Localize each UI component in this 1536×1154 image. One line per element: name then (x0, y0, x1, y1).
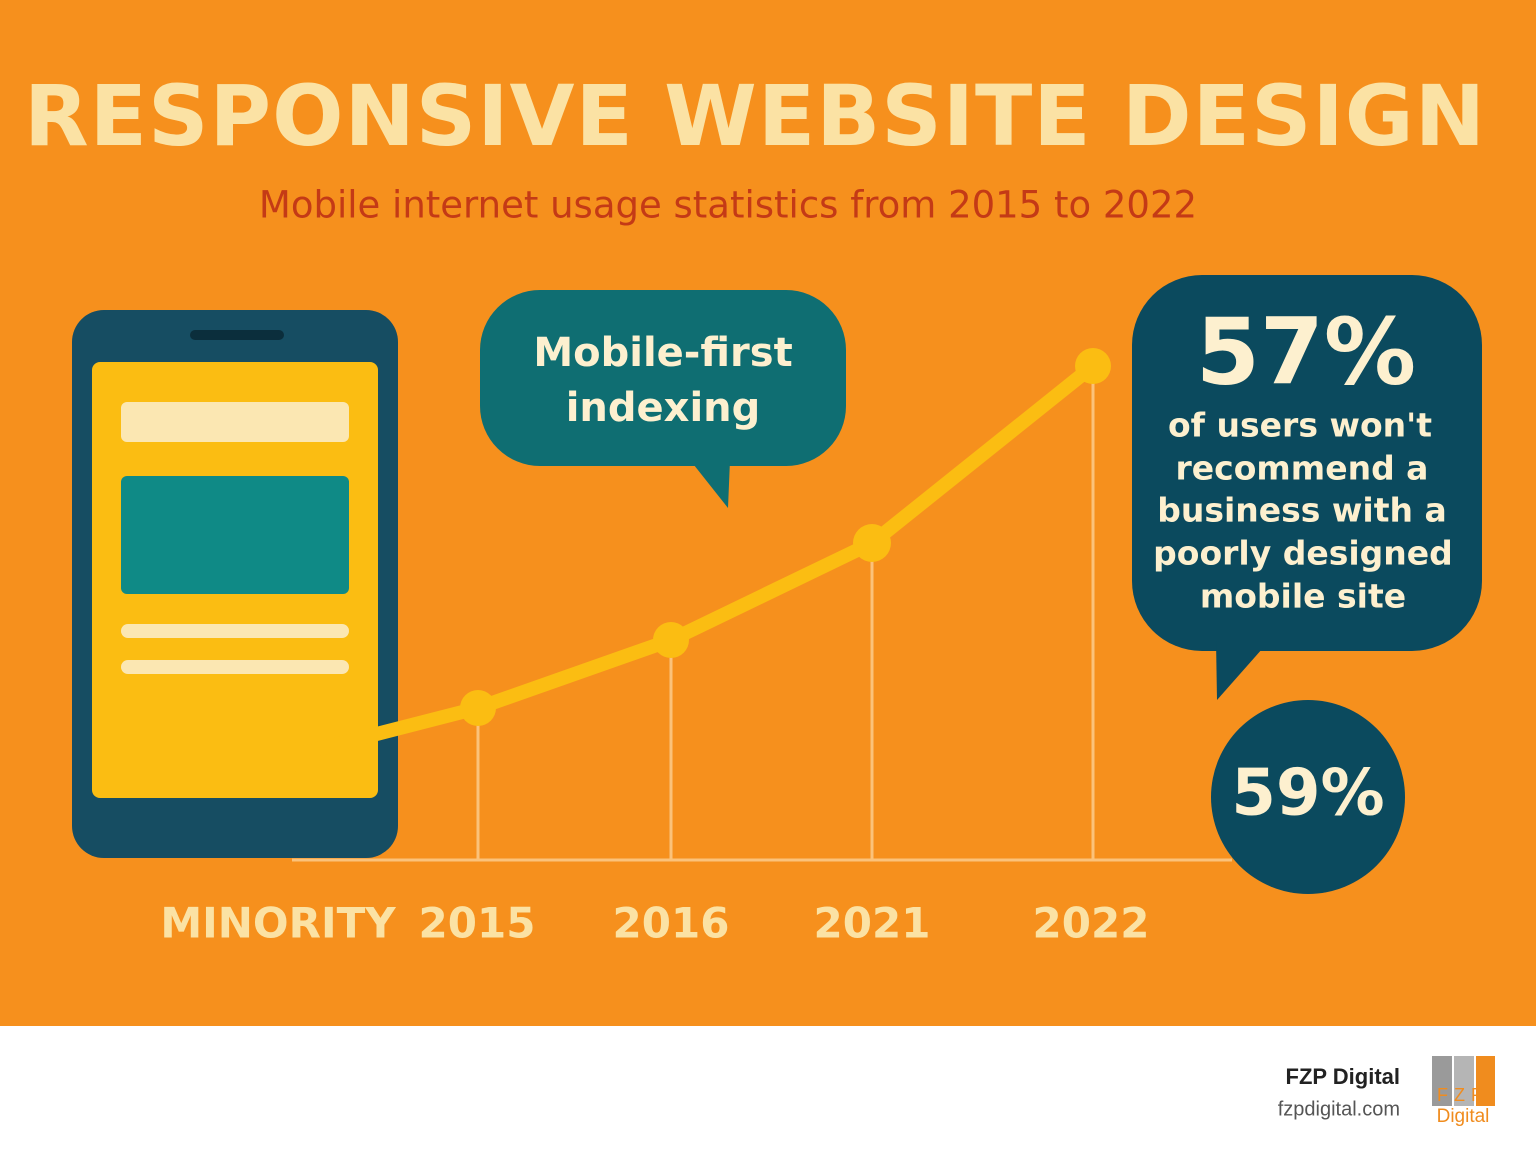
stat-text: business with a (1157, 491, 1447, 530)
trend-point (270, 740, 304, 774)
title: RESPONSIVE WEBSITE DESIGN (24, 67, 1486, 165)
screen-line (121, 624, 349, 638)
bubble-tail (1216, 640, 1270, 700)
stat-bubble (1132, 275, 1482, 651)
logo-bottom: Digital (1437, 1106, 1490, 1127)
logo-bar (1476, 1056, 1495, 1106)
footer-background (0, 1026, 1536, 1154)
badge-text: 59% (1231, 757, 1384, 831)
guides (292, 366, 1232, 862)
screen-block (121, 402, 349, 442)
timeline-label: 2015 (419, 899, 536, 948)
stat-text: mobile site (1200, 577, 1406, 616)
logo-top: FZP (1437, 1085, 1489, 1105)
timeline-label: MINORITY (160, 899, 396, 948)
stat-text: of users won't (1168, 406, 1432, 445)
timeline-label: 2016 (613, 899, 730, 948)
timeline-label: 2021 (814, 899, 931, 948)
trend-point (1075, 348, 1111, 384)
stat-headline: 57% (1196, 298, 1416, 405)
logo-bar (1454, 1056, 1474, 1106)
stat-text: poorly designed (1153, 534, 1453, 573)
trend-point (653, 622, 689, 658)
indexing-bubble (480, 290, 846, 466)
screen-line (121, 660, 349, 674)
timeline-label: 2022 (1033, 899, 1150, 948)
screen-image (121, 476, 349, 594)
trend-point (460, 690, 496, 726)
brand-name: FZP Digital (1286, 1064, 1401, 1089)
badge-circle (1211, 700, 1405, 894)
trend-points (270, 348, 1111, 774)
trend-point (853, 524, 891, 562)
subtitle: Mobile internet usage statistics from 20… (259, 184, 1197, 227)
bubble-tail (690, 460, 730, 508)
bubble-text: indexing (566, 385, 761, 431)
stat-text: recommend a (1176, 449, 1429, 488)
phone-speaker (190, 330, 284, 340)
bubble-text: Mobile-first (533, 330, 792, 376)
logo: FZP Digital (1432, 1056, 1495, 1127)
brand-url: fzpdigital.com (1278, 1098, 1400, 1120)
logo-bar (1432, 1056, 1452, 1106)
